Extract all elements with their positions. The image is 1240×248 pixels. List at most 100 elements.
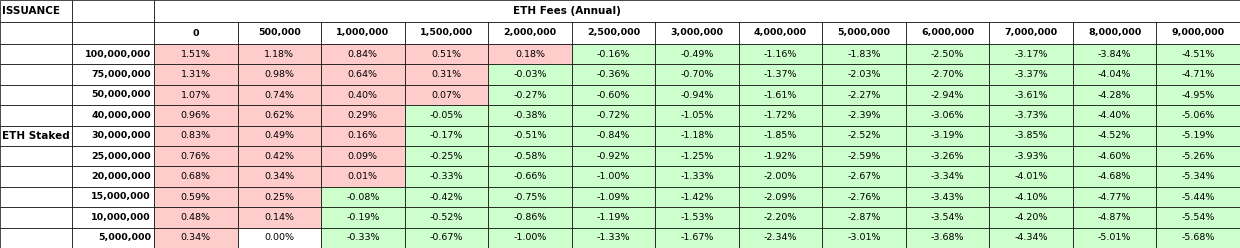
Text: -0.19%: -0.19% — [346, 213, 379, 222]
Bar — [990, 187, 1073, 207]
Text: 0.34%: 0.34% — [181, 233, 211, 242]
Bar — [238, 207, 321, 228]
Bar — [1073, 187, 1157, 207]
Bar — [990, 22, 1073, 44]
Text: 50,000,000: 50,000,000 — [92, 91, 151, 99]
Bar — [1073, 85, 1157, 105]
Text: ISSUANCE: ISSUANCE — [2, 6, 60, 16]
Bar — [655, 125, 739, 146]
Text: 15,000,000: 15,000,000 — [92, 192, 151, 201]
Text: -4.40%: -4.40% — [1097, 111, 1131, 120]
Text: 1.07%: 1.07% — [181, 91, 211, 99]
Text: -2.03%: -2.03% — [847, 70, 880, 79]
Bar — [72, 146, 154, 166]
Text: 8,000,000: 8,000,000 — [1087, 29, 1141, 37]
Bar — [154, 0, 1240, 22]
Bar — [238, 64, 321, 85]
Text: 0.00%: 0.00% — [264, 233, 294, 242]
Text: -3.54%: -3.54% — [931, 213, 965, 222]
Bar — [572, 125, 655, 146]
Text: -2.87%: -2.87% — [847, 213, 880, 222]
Text: -1.85%: -1.85% — [764, 131, 797, 140]
Text: ETH Staked: ETH Staked — [2, 131, 69, 141]
Bar — [990, 44, 1073, 64]
Text: -4.52%: -4.52% — [1097, 131, 1131, 140]
Bar — [1157, 146, 1240, 166]
Bar — [489, 187, 572, 207]
Text: 6,000,000: 6,000,000 — [921, 29, 975, 37]
Bar — [655, 187, 739, 207]
Text: -4.60%: -4.60% — [1097, 152, 1131, 161]
Text: 0.62%: 0.62% — [264, 111, 294, 120]
Bar — [739, 105, 822, 125]
Bar — [990, 85, 1073, 105]
Bar — [990, 228, 1073, 248]
Bar — [238, 85, 321, 105]
Text: 5,000,000: 5,000,000 — [98, 233, 151, 242]
Bar — [906, 22, 990, 44]
Bar — [1073, 228, 1157, 248]
Text: -1.00%: -1.00% — [513, 233, 547, 242]
Bar — [404, 85, 489, 105]
Bar — [321, 44, 404, 64]
Text: -4.95%: -4.95% — [1182, 91, 1215, 99]
Text: 0.18%: 0.18% — [515, 50, 544, 59]
Text: 0.01%: 0.01% — [348, 172, 378, 181]
Bar — [154, 64, 238, 85]
Bar — [72, 0, 154, 22]
Bar — [655, 85, 739, 105]
Bar — [1157, 105, 1240, 125]
Text: 1,000,000: 1,000,000 — [336, 29, 389, 37]
Bar — [404, 105, 489, 125]
Text: -2.00%: -2.00% — [764, 172, 797, 181]
Text: -2.52%: -2.52% — [847, 131, 880, 140]
Text: -5.01%: -5.01% — [1097, 233, 1131, 242]
Text: 4,000,000: 4,000,000 — [754, 29, 807, 37]
Bar — [739, 166, 822, 187]
Bar — [404, 64, 489, 85]
Bar — [238, 187, 321, 207]
Text: -5.34%: -5.34% — [1182, 172, 1215, 181]
Text: -1.33%: -1.33% — [596, 233, 630, 242]
Bar — [489, 22, 572, 44]
Bar — [1157, 187, 1240, 207]
Bar — [906, 85, 990, 105]
Bar — [655, 105, 739, 125]
Text: -0.58%: -0.58% — [513, 152, 547, 161]
Bar — [154, 228, 238, 248]
Bar — [404, 187, 489, 207]
Text: 0.49%: 0.49% — [264, 131, 294, 140]
Bar — [1073, 105, 1157, 125]
Text: 25,000,000: 25,000,000 — [92, 152, 151, 161]
Bar — [489, 64, 572, 85]
Text: -1.72%: -1.72% — [764, 111, 797, 120]
Text: -3.61%: -3.61% — [1014, 91, 1048, 99]
Bar — [906, 125, 990, 146]
Bar — [238, 166, 321, 187]
Bar — [0, 22, 72, 44]
Text: -2.39%: -2.39% — [847, 111, 880, 120]
Text: -4.20%: -4.20% — [1014, 213, 1048, 222]
Bar — [154, 146, 238, 166]
Text: -1.61%: -1.61% — [764, 91, 797, 99]
Bar — [1157, 228, 1240, 248]
Text: -1.42%: -1.42% — [681, 192, 714, 201]
Text: ETH Fees (Annual): ETH Fees (Annual) — [513, 6, 620, 16]
Text: -0.33%: -0.33% — [429, 172, 464, 181]
Bar — [906, 105, 990, 125]
Bar — [822, 85, 906, 105]
Bar — [655, 64, 739, 85]
Text: 0.16%: 0.16% — [348, 131, 378, 140]
Bar — [154, 85, 238, 105]
Bar — [154, 44, 238, 64]
Bar — [1073, 125, 1157, 146]
Bar — [321, 22, 404, 44]
Bar — [238, 228, 321, 248]
Bar — [655, 166, 739, 187]
Bar — [572, 105, 655, 125]
Text: 2,500,000: 2,500,000 — [587, 29, 640, 37]
Bar — [0, 187, 72, 207]
Bar — [906, 166, 990, 187]
Bar — [0, 105, 72, 125]
Text: -4.10%: -4.10% — [1014, 192, 1048, 201]
